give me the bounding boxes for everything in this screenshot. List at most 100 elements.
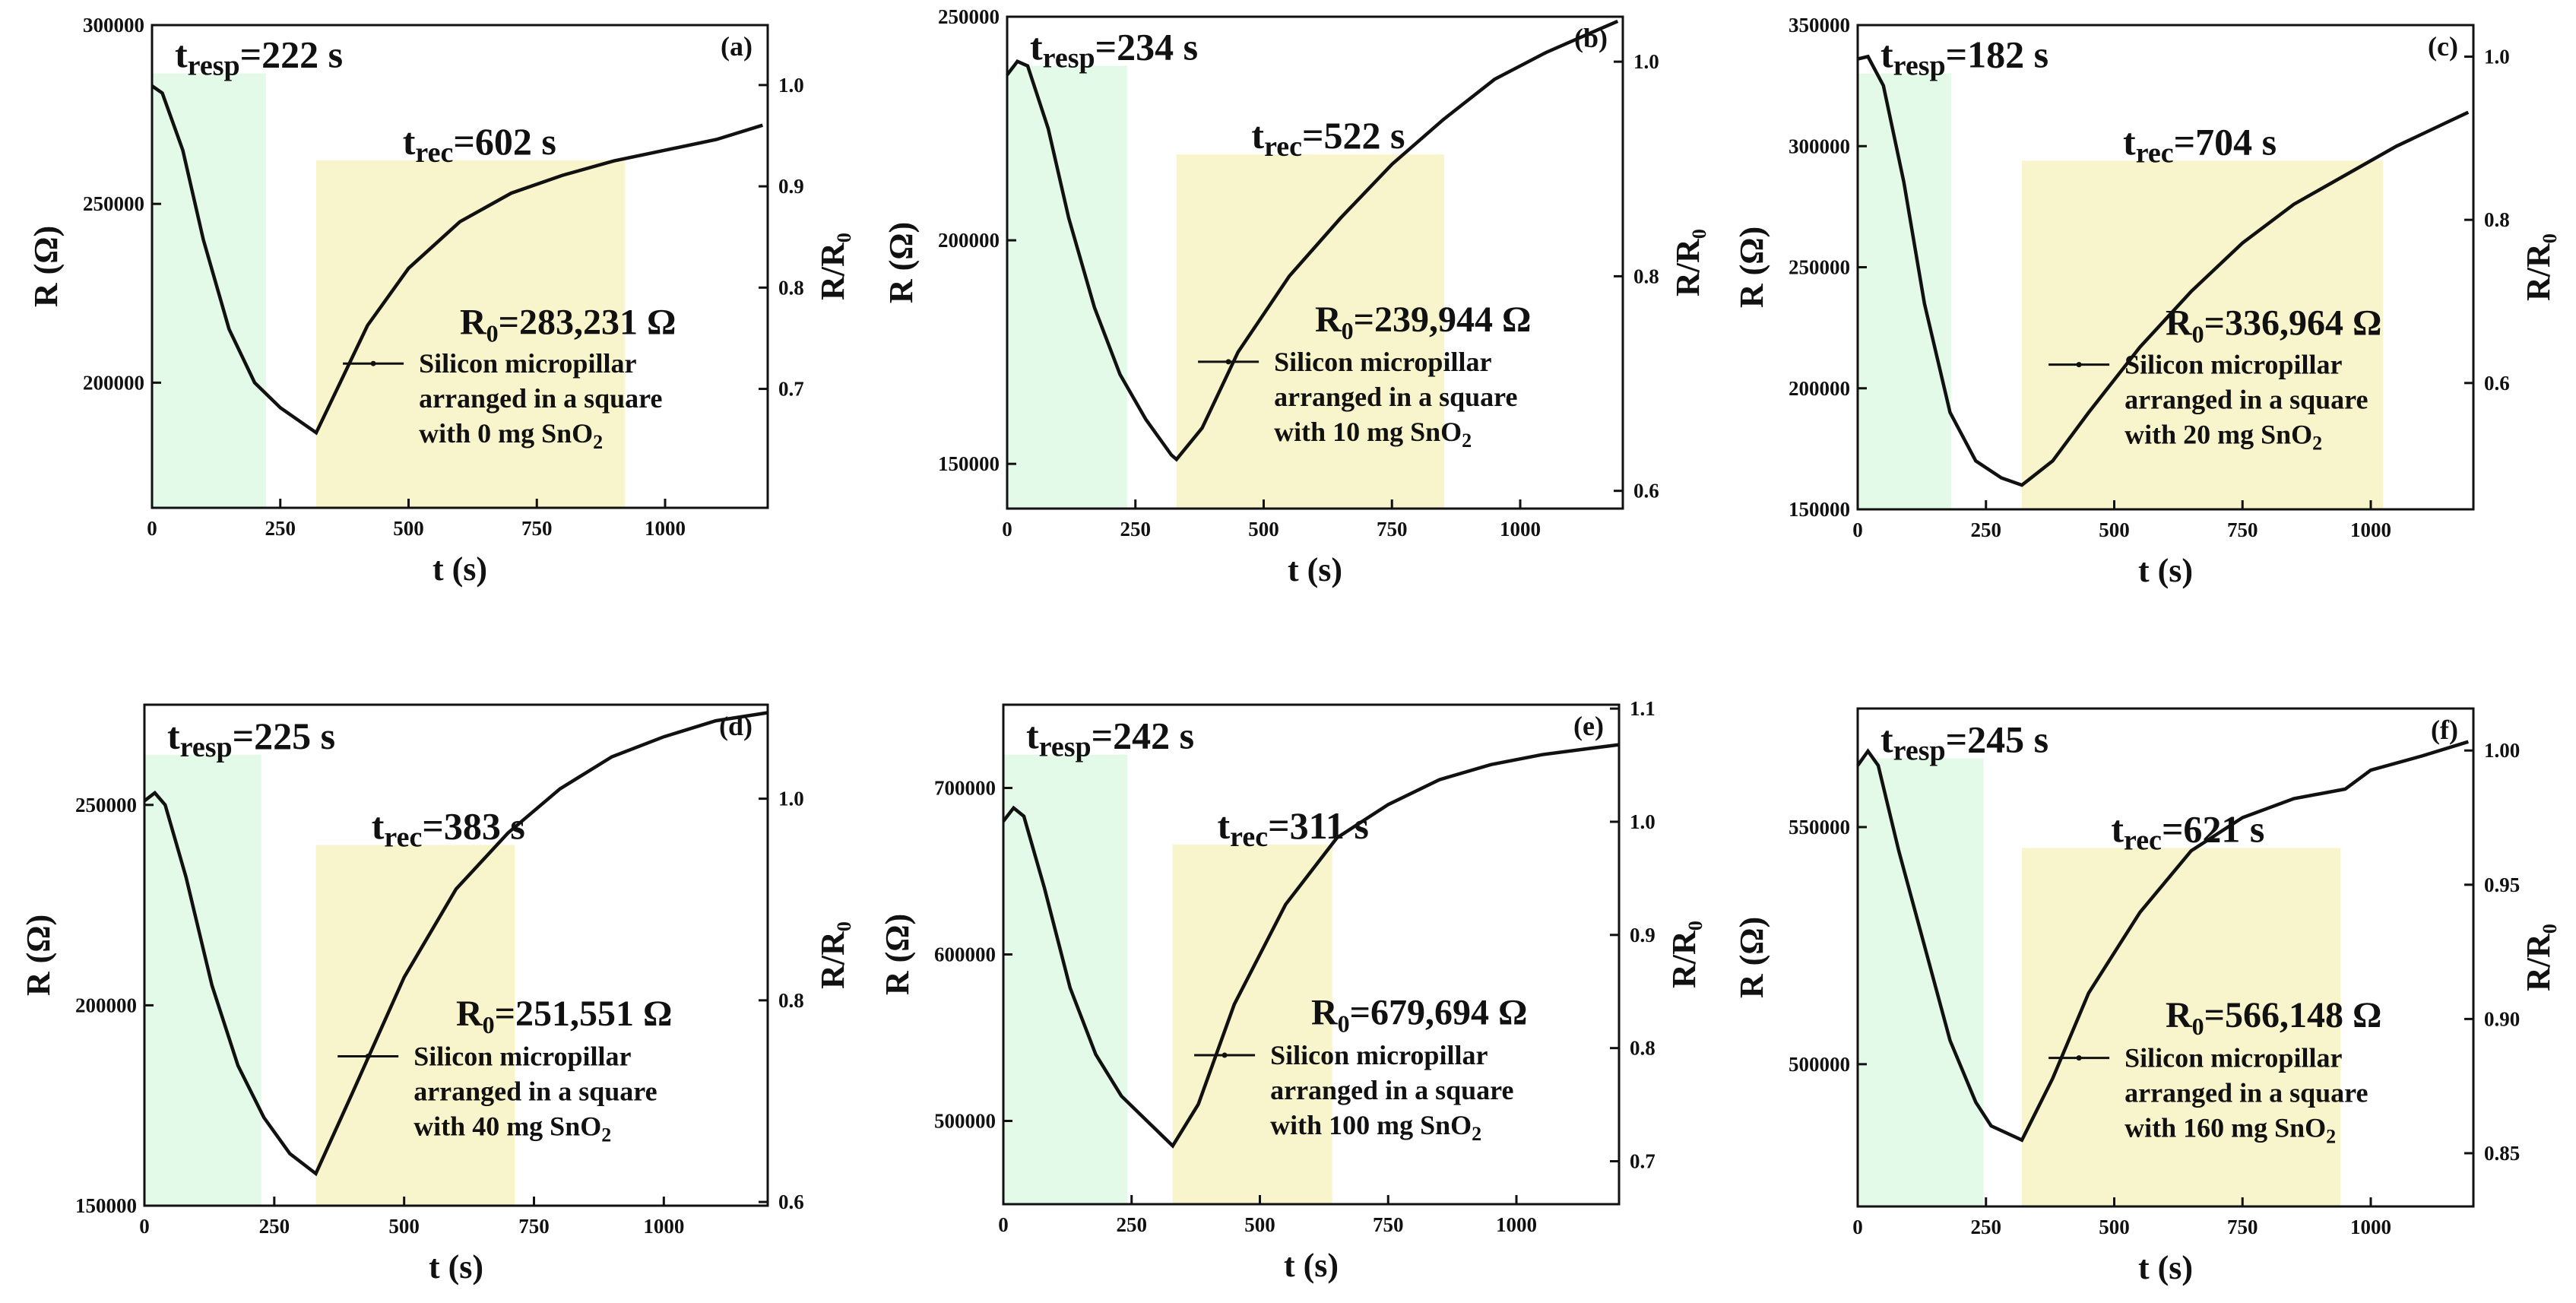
- t-resp-value: =182 s: [1946, 33, 2048, 76]
- x-axis-label: t (s): [1288, 551, 1342, 588]
- legend-text-line: with 10 mg SnO2: [1274, 417, 1472, 452]
- r0-annotation: R0=566,148 Ω: [2166, 995, 2381, 1040]
- r0-equals: =: [2204, 303, 2225, 344]
- response-band: [152, 73, 266, 508]
- y-tick-label: 300000: [83, 14, 144, 36]
- legend-marker: [2076, 1055, 2082, 1061]
- y2-tick-label: 0.90: [2484, 1007, 2520, 1030]
- x-axis-label: t (s): [429, 1248, 483, 1286]
- x-tick-label: 1000: [645, 517, 686, 540]
- recovery-band: [1172, 844, 1332, 1204]
- x-axis-label: t (s): [1284, 1247, 1339, 1284]
- panel-tag: (e): [1573, 711, 1604, 741]
- x-axis-label: t (s): [2138, 552, 2193, 589]
- x-tick-label: 1000: [1500, 518, 1541, 541]
- legend-text-line: with 100 mg SnO2: [1270, 1110, 1481, 1145]
- y2-tick-label: 0.9: [778, 175, 804, 198]
- y-tick-label: 200000: [1789, 377, 1850, 400]
- y2-tick-label: 0.7: [1630, 1150, 1656, 1173]
- legend-marker: [2076, 362, 2082, 368]
- y-axis-label: R (Ω): [879, 914, 916, 995]
- r0-annotation: R0=283,231 Ω: [460, 302, 676, 347]
- x-tick-label: 250: [1117, 1213, 1148, 1236]
- t-rec-value: =383 s: [422, 805, 524, 848]
- x-tick-label: 750: [2227, 518, 2258, 541]
- legend-text-line: arranged in a square: [2124, 1078, 2368, 1108]
- resistance-series-line: [1002, 743, 1620, 1149]
- x-tick-label: 750: [1373, 1213, 1404, 1236]
- legend-text-line: with 0 mg SnO2: [419, 418, 603, 453]
- t-resp-value: =242 s: [1092, 715, 1194, 757]
- y2-tick-label: 0.6: [1633, 480, 1659, 502]
- t-rec-prefix: t: [372, 805, 385, 848]
- legend-text-line: arranged in a square: [1274, 382, 1517, 412]
- y-tick-label: 200000: [75, 994, 137, 1016]
- panel-tag: (c): [2428, 31, 2458, 62]
- recovery-band: [315, 845, 515, 1206]
- r0-prefix: R: [1311, 992, 1339, 1032]
- t-rec-annotation: trec=311 s: [1218, 804, 1369, 853]
- y2-tick-label: 0.9: [1630, 924, 1656, 946]
- r0-prefix: R: [456, 994, 483, 1034]
- legend-subscript: 2: [2326, 1126, 2336, 1148]
- x-tick-label: 1000: [643, 1215, 684, 1238]
- r0-annotation: R0=336,964 Ω: [2166, 303, 2381, 348]
- panel-tag: (a): [721, 31, 753, 62]
- resistance-series-line: [1857, 54, 2470, 487]
- t-resp-annotation: tresp=182 s: [1881, 33, 2048, 82]
- y2-tick-label: 1.1: [1630, 697, 1656, 720]
- y-tick-label: 250000: [1789, 256, 1850, 279]
- r0-value: 679,694 Ω: [1370, 992, 1527, 1032]
- y-axis-label: R (Ω): [1733, 227, 1770, 308]
- panel-d: 0 250 500 750 1000 150000 200000 250000 0.6 0.8 1.…: [20, 703, 851, 1286]
- y2-tick-label: 0.6: [778, 1190, 804, 1213]
- t-resp-value: =222 s: [240, 33, 343, 76]
- legend-marker: [370, 360, 376, 366]
- y-tick-label: 550000: [1789, 816, 1850, 839]
- y2-tick-label: 1.00: [2484, 739, 2520, 762]
- legend-subscript: 2: [593, 431, 603, 453]
- y-tick-label: 250000: [83, 192, 144, 215]
- response-band: [144, 754, 261, 1206]
- x-tick-label: 1000: [2350, 1216, 2391, 1238]
- t-rec-annotation: trec=383 s: [372, 805, 525, 854]
- x-tick-label: 0: [1002, 518, 1012, 541]
- legend-text-line: Silicon micropillar: [1270, 1040, 1488, 1070]
- t-resp-prefix: t: [1881, 33, 1893, 76]
- x-tick-label: 500: [2099, 518, 2130, 541]
- r0-subscript: 0: [2192, 321, 2204, 348]
- t-resp-subscript: resp: [1893, 50, 1946, 82]
- panel-c: 0 250 500 750 1000 150000 200000 250000 300000 35…: [1733, 14, 2557, 589]
- t-resp-prefix: t: [175, 33, 188, 76]
- y-axis-label: R (Ω): [27, 226, 65, 307]
- resistance-series-line: [1856, 740, 2469, 1143]
- y2-axis-label: R/R₀: [814, 233, 851, 300]
- y2-tick-label: 0.7: [778, 378, 804, 401]
- panel-tag: (d): [719, 711, 753, 741]
- x-tick-label: 250: [1120, 518, 1152, 541]
- r0-equals: =: [499, 302, 519, 342]
- t-resp-value: =225 s: [233, 715, 335, 757]
- y2-tick-label: 1.0: [2484, 46, 2510, 68]
- legend-subscript: 2: [1472, 1123, 1481, 1145]
- t-resp-subscript: resp: [180, 731, 233, 763]
- r0-subscript: 0: [483, 1011, 495, 1038]
- t-rec-prefix: t: [403, 120, 416, 163]
- r0-equals: =: [2204, 995, 2225, 1035]
- t-rec-value: =602 s: [453, 120, 556, 163]
- y2-tick-label: 0.8: [778, 989, 804, 1012]
- t-resp-annotation: tresp=242 s: [1026, 715, 1194, 763]
- x-axis-label: t (s): [433, 550, 487, 588]
- panel-e: 0 250 500 750 1000 500000 600000 700000 0.7 0.8 0.…: [879, 697, 1703, 1284]
- y2-tick-label: 1.0: [778, 788, 804, 810]
- legend-text-line: with 40 mg SnO2: [413, 1111, 611, 1146]
- x-axis-label: t (s): [2138, 1249, 2193, 1286]
- legend-subscript: 2: [2312, 433, 2322, 455]
- y-tick-label: 250000: [938, 5, 1000, 28]
- t-resp-prefix: t: [1030, 26, 1043, 68]
- y-tick-label: 150000: [1789, 498, 1850, 521]
- x-tick-label: 0: [998, 1213, 1009, 1236]
- legend-text-line: arranged in a square: [1270, 1075, 1513, 1105]
- x-tick-label: 250: [1971, 518, 2002, 541]
